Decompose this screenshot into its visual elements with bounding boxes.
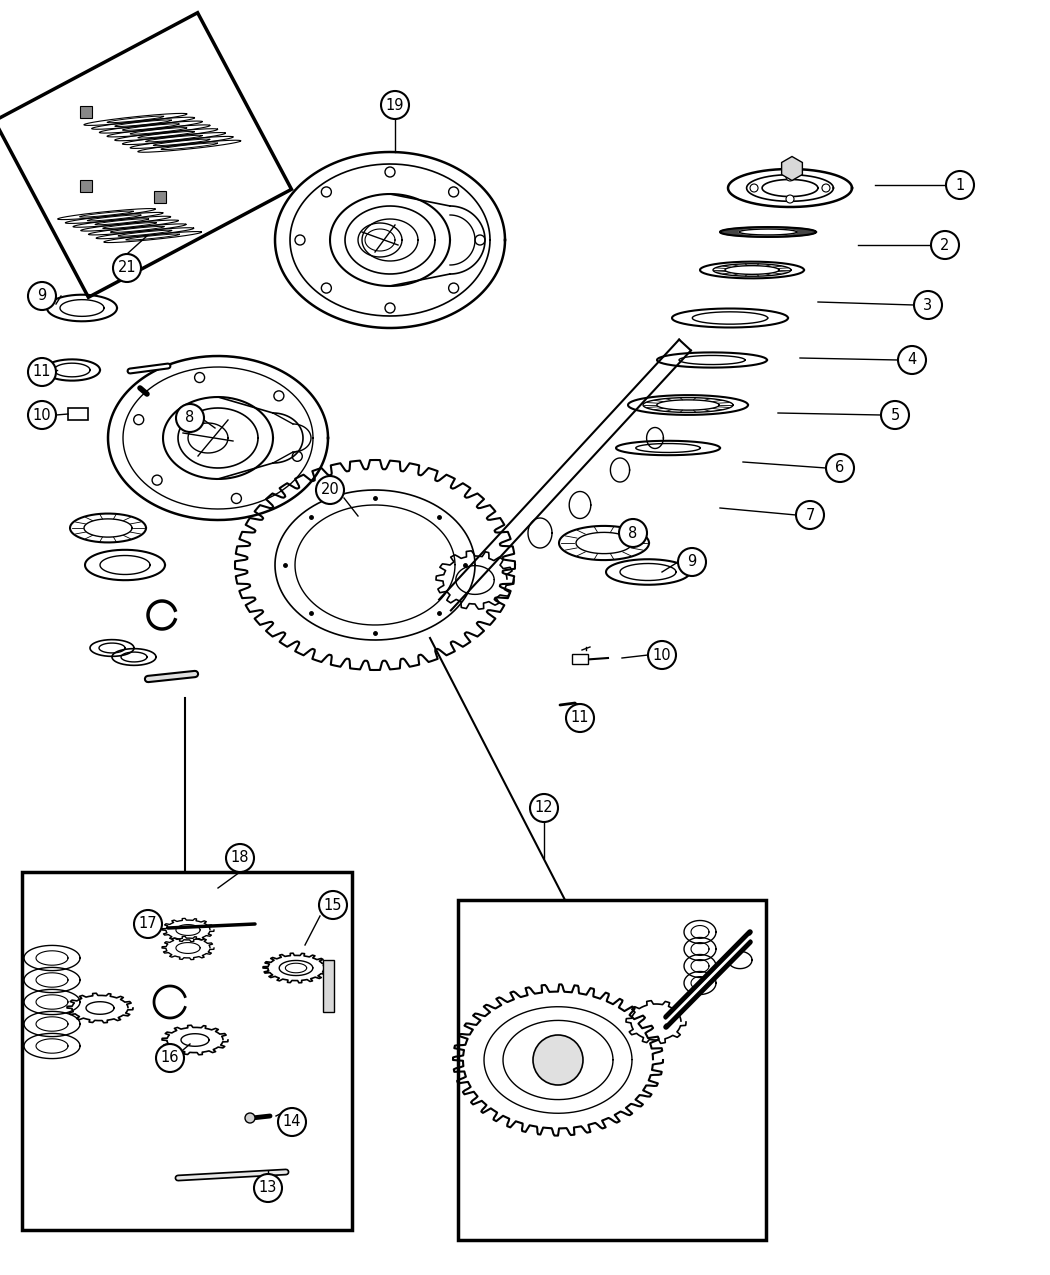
Bar (68, 408, 88, 419)
Text: 7: 7 (805, 507, 815, 523)
Text: 11: 11 (571, 710, 589, 725)
Circle shape (566, 704, 594, 732)
Polygon shape (153, 191, 166, 203)
Circle shape (786, 195, 794, 203)
Text: 18: 18 (231, 850, 249, 866)
Circle shape (620, 519, 647, 547)
Text: 9: 9 (38, 288, 46, 303)
Text: 10: 10 (653, 648, 671, 663)
Circle shape (826, 454, 854, 482)
Text: 6: 6 (836, 460, 844, 476)
Circle shape (881, 402, 909, 428)
Text: 12: 12 (534, 801, 553, 816)
Circle shape (648, 641, 676, 669)
Bar (572, 654, 588, 664)
Circle shape (134, 910, 162, 938)
Circle shape (28, 358, 56, 386)
Text: 19: 19 (385, 97, 404, 112)
Text: 3: 3 (923, 297, 932, 312)
Circle shape (316, 476, 344, 504)
Circle shape (931, 231, 959, 259)
Circle shape (194, 372, 205, 382)
Text: 2: 2 (941, 237, 949, 252)
Circle shape (448, 283, 459, 293)
Circle shape (274, 391, 284, 400)
Text: 17: 17 (139, 917, 157, 932)
Circle shape (176, 404, 204, 432)
Text: 4: 4 (907, 352, 917, 367)
Circle shape (475, 235, 485, 245)
Text: 20: 20 (320, 482, 339, 497)
Circle shape (533, 1035, 583, 1085)
Text: 11: 11 (33, 365, 51, 380)
Circle shape (914, 291, 942, 319)
Circle shape (822, 184, 830, 193)
Circle shape (113, 254, 141, 282)
Bar (323, 960, 334, 1012)
Circle shape (254, 1174, 282, 1202)
Circle shape (530, 794, 558, 822)
Circle shape (385, 167, 395, 177)
Circle shape (786, 173, 794, 181)
Polygon shape (720, 227, 816, 237)
Text: 1: 1 (956, 177, 965, 193)
Bar (458, 900, 766, 1241)
Circle shape (28, 402, 56, 428)
Text: 14: 14 (282, 1114, 301, 1130)
Circle shape (133, 414, 144, 425)
Circle shape (321, 283, 332, 293)
Circle shape (448, 187, 459, 196)
Text: 10: 10 (33, 408, 51, 422)
Circle shape (245, 1113, 255, 1123)
Circle shape (28, 282, 56, 310)
Circle shape (292, 451, 302, 462)
Polygon shape (0, 13, 292, 297)
Text: 16: 16 (161, 1051, 180, 1066)
Text: 21: 21 (118, 260, 136, 275)
Text: 15: 15 (323, 898, 342, 913)
Bar (22, 872, 352, 1230)
Text: 9: 9 (688, 555, 696, 570)
Polygon shape (80, 106, 92, 117)
Circle shape (319, 891, 346, 919)
Circle shape (321, 187, 332, 196)
Circle shape (278, 1108, 306, 1136)
Polygon shape (739, 230, 797, 235)
Circle shape (750, 184, 758, 193)
Circle shape (152, 476, 162, 484)
Circle shape (385, 303, 395, 312)
Circle shape (898, 346, 926, 374)
Text: 8: 8 (628, 525, 637, 541)
Circle shape (231, 493, 242, 504)
Circle shape (946, 171, 974, 199)
Circle shape (381, 91, 410, 119)
Circle shape (226, 844, 254, 872)
Circle shape (678, 548, 706, 576)
Text: 8: 8 (186, 411, 194, 426)
Text: 5: 5 (890, 408, 900, 422)
Circle shape (796, 501, 824, 529)
Polygon shape (80, 180, 91, 191)
Text: 13: 13 (258, 1181, 277, 1196)
Circle shape (156, 1044, 184, 1072)
Circle shape (295, 235, 304, 245)
